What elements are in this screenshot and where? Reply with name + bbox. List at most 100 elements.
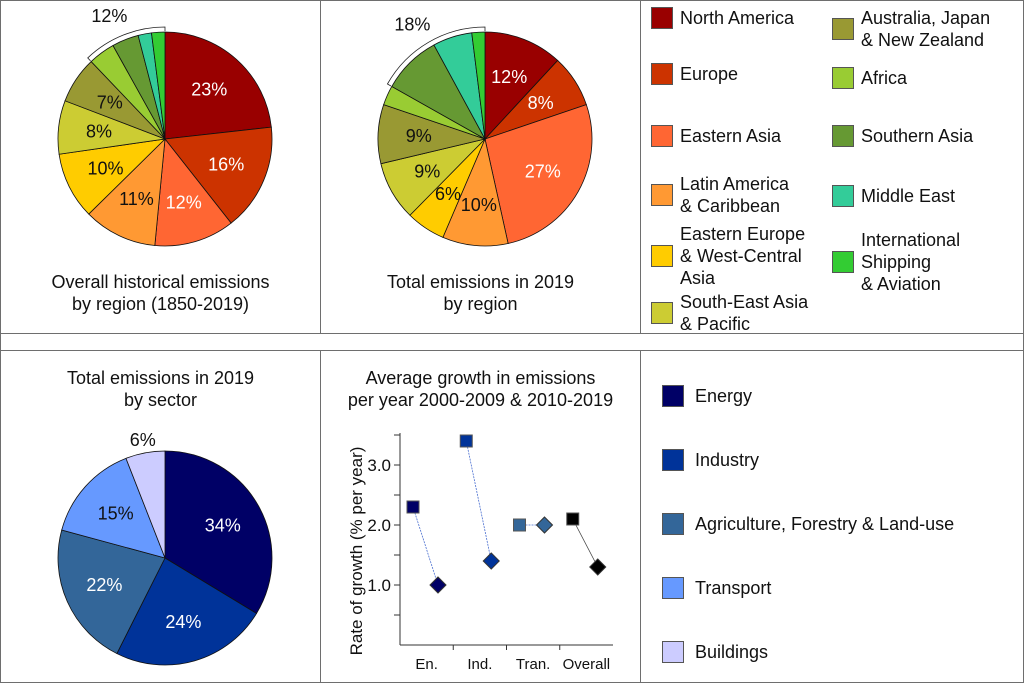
pie-data-label: 6%: [130, 430, 156, 450]
legend-item-latin-america: Latin America & Caribbean: [651, 173, 789, 217]
connector-line: [572, 518, 599, 568]
region-2019-pie-title: Total emissions in 2019 by region: [321, 271, 640, 315]
legend-swatch: [832, 67, 854, 89]
pie-bracket: [87, 26, 166, 62]
sector-title-line-2: by sector: [123, 390, 198, 410]
legend-label: Africa: [861, 68, 908, 88]
connector-line: [465, 440, 492, 562]
legend-label: Australia, Japan & New Zealand: [861, 8, 991, 50]
region-2019-panel: 12% 8% 27% 10% 6% 9% 9% 18% Total emissions in …: [320, 0, 641, 334]
legend-swatch: [832, 18, 854, 40]
pie-data-label: 15%: [98, 504, 134, 524]
pie-slice-shipping-aviation: [471, 31, 486, 140]
pie-bracket-label: 18%: [394, 14, 430, 34]
sector-legend: Energy Industry Agriculture, Forestry & La…: [640, 350, 1024, 683]
pie-data-label: 12%: [166, 193, 202, 213]
pie-bracket-label: 12%: [91, 6, 127, 26]
legend-label: Middle East: [861, 186, 956, 206]
legend-item-industry: Industry: [662, 449, 759, 471]
marker-diamond-2010-2019: [429, 576, 447, 594]
legend-item-eastern-asia: Eastern Asia: [651, 125, 781, 147]
pie-data-label: 8%: [528, 93, 554, 113]
y-tick-label: 1.0: [367, 576, 391, 595]
growth-chart-title: Average growth in emissions per year 200…: [321, 367, 640, 411]
legend-swatch: [651, 245, 673, 267]
marker-diamond-2010-2019: [535, 516, 554, 534]
historical-pie-title: Overall historical emissions by region (…: [1, 271, 320, 315]
pie-slice-latin-america: [88, 137, 166, 246]
legend-item-southern-asia: Southern Asia: [832, 125, 973, 147]
legend-item-south-east-asia: South-East Asia & Pacific: [651, 291, 808, 335]
legend-item-transport: Transport: [662, 577, 771, 599]
x-tick-label: Tran.: [516, 656, 550, 673]
legend-swatch: [662, 449, 684, 471]
growth-title-line-2: per year 2000-2009 & 2010-2019: [347, 390, 614, 410]
region-legend: North America Europe Eastern Asia Latin Ame…: [640, 0, 1024, 334]
legend-swatch: [651, 125, 673, 147]
legend-label: Transport: [695, 578, 772, 598]
pie-data-label: 23%: [191, 80, 227, 100]
growth-panel: Average growth in emissions per year 200…: [320, 350, 641, 683]
sector-2019-pie: 34% 24% 22% 15% 6%: [57, 430, 273, 666]
legend-label: Energy: [695, 386, 753, 406]
sector-pie-title: Total emissions in 2019 by sector: [1, 367, 320, 411]
y-tick-label: 3.0: [367, 456, 391, 475]
legend-label: Eastern Asia: [680, 126, 782, 146]
pie-slice-energy: [164, 450, 273, 614]
legend-item-eastern-europe: Eastern Europe & West-Central Asia: [651, 223, 805, 289]
legend-label: Southern Asia: [861, 126, 974, 146]
historical-emissions-panel: 23% 16% 12% 11% 10% 8% 7% 12% Overall historica…: [0, 0, 321, 334]
connector-line: [412, 506, 439, 586]
legend-swatch: [651, 63, 673, 85]
legend-swatch: [832, 185, 854, 207]
pie-slice-eastern-asia: [154, 137, 232, 247]
region-2019-title-line-1: Total emissions in 2019: [386, 272, 575, 292]
legend-label: Latin America & Caribbean: [680, 174, 790, 216]
legend-swatch: [662, 577, 684, 599]
legend-item-buildings: Buildings: [662, 641, 768, 663]
legend-label: International Shipping & Aviation: [861, 230, 961, 294]
legend-item-australia-japan-nz: Australia, Japan & New Zealand: [832, 7, 990, 51]
pie-bracket: [386, 26, 486, 87]
legend-swatch: [651, 184, 673, 206]
x-tick-label: En.: [415, 656, 438, 673]
marker-square-2000-2009: [459, 434, 473, 448]
legend-label: South-East Asia & Pacific: [680, 292, 809, 334]
pie-data-label: 22%: [86, 575, 122, 595]
marker-square-2000-2009: [566, 512, 580, 526]
growth-title-line-1: Average growth in emissions: [365, 368, 596, 388]
row-divider: [0, 333, 1024, 351]
region-2019-pie: 12%8%27%10%6%9%9%18%: [377, 14, 593, 247]
legend-swatch: [651, 302, 673, 324]
pie-slice-north-america: [484, 31, 559, 141]
historical-emissions-pie: 23% 16% 12% 11% 10% 8% 7% 12%: [57, 6, 273, 247]
pie-data-label: 10%: [88, 158, 124, 178]
pie-data-label: 11%: [119, 189, 154, 209]
legend-item-energy: Energy: [662, 385, 752, 407]
legend-label: Europe: [680, 64, 739, 84]
pie-slice-transport: [61, 457, 166, 559]
pie-slice-eastern-asia: [484, 104, 593, 244]
sector-title-line-1: Total emissions in 2019: [66, 368, 255, 388]
pie-data-label: 34%: [205, 515, 241, 535]
x-tick-label: Ind.: [467, 656, 492, 673]
legend-swatch: [832, 125, 854, 147]
legend-swatch: [651, 7, 673, 29]
region-2019-title-line-2: by region: [443, 294, 518, 314]
historical-title-line-2: by region (1850-2019): [71, 294, 250, 314]
pie-data-label: 27%: [525, 162, 561, 182]
marker-square-2000-2009: [513, 518, 526, 532]
pie-data-label: 9%: [414, 162, 440, 182]
pie-data-label: 6%: [435, 184, 461, 204]
legend-item-middle-east: Middle East: [832, 185, 955, 207]
legend-label: Agriculture, Forestry & Land-use: [695, 514, 955, 534]
y-tick-label: 2.0: [367, 516, 391, 535]
marker-square-2000-2009: [406, 500, 420, 514]
pie-slice-shipping-aviation: [151, 31, 166, 140]
pie-slice-agriculture: [57, 529, 166, 655]
legend-swatch: [832, 251, 854, 273]
legend-label: Industry: [695, 450, 760, 470]
pie-data-label: 24%: [165, 612, 201, 632]
pie-data-label: 12%: [491, 67, 527, 87]
